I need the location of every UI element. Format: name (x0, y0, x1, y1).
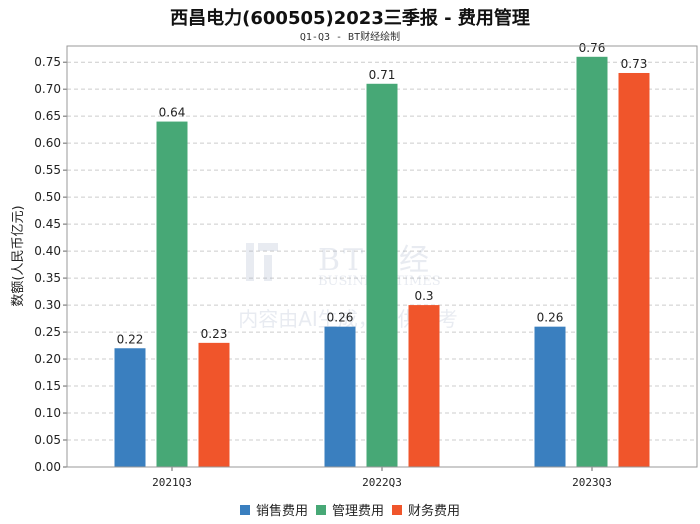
legend-label: 销售费用 (255, 504, 308, 519)
watermark-logo (246, 243, 278, 281)
legend-label: 管理费用 (331, 504, 384, 519)
bars (114, 56, 650, 468)
legend-swatch (315, 504, 326, 515)
x-axis: 2021Q3 2022Q3 2023Q3 (152, 467, 612, 489)
x-tick-label: 2023Q3 (572, 476, 612, 489)
bar (408, 305, 440, 467)
y-tick-label: 0.55 (34, 163, 61, 177)
data-labels: 0.22 0.64 0.23 0.26 0.71 0.3 0.26 0.76 0.73 (117, 41, 648, 346)
bar (324, 326, 356, 467)
data-label: 0.73 (621, 57, 648, 71)
bar (114, 348, 146, 467)
y-tick-label: 0.15 (34, 379, 61, 393)
data-label: 0.76 (579, 41, 606, 55)
data-label: 0.3 (414, 289, 433, 303)
legend: 销售费用 管理费用 财务费用 (0, 500, 700, 519)
chart-subtitle: Q1-Q3 - BT财经绘制 (299, 32, 401, 43)
plot-frame (66, 45, 698, 468)
legend-swatch (239, 504, 250, 515)
y-tick-label: 0.05 (34, 433, 61, 447)
bar (534, 326, 566, 467)
legend-swatch (392, 504, 402, 515)
bar (366, 83, 398, 468)
chart-title: 西昌电力(600505)2023三季报 - 费用管理 (170, 8, 530, 29)
y-tick-label: 0.75 (34, 55, 61, 69)
y-tick-label: 0.00 (34, 460, 61, 474)
data-label: 0.23 (201, 327, 228, 341)
x-tick-label: 2022Q3 (362, 476, 402, 489)
y-axis-label: 数额(人民币亿元) (11, 205, 26, 306)
y-tick-label: 0.10 (34, 406, 61, 420)
y-axis: 0.00 0.05 0.10 0.15 0.20 0.25 0.30 0.35 0.40 0.45… (34, 55, 67, 474)
y-tick-label: 0.30 (34, 298, 61, 312)
x-tick-label: 2021Q3 (152, 476, 192, 489)
legend-item: 财务费用 (392, 500, 460, 519)
y-tick-label: 0.40 (34, 244, 61, 258)
data-label: 0.71 (369, 68, 396, 82)
y-tick-label: 0.45 (34, 217, 61, 231)
bar (576, 56, 608, 468)
bar (198, 342, 230, 467)
watermark-logo-mark (246, 243, 254, 281)
y-tick-label: 0.60 (34, 136, 61, 150)
y-tick-label: 0.25 (34, 325, 61, 339)
data-label: 0.64 (159, 106, 186, 120)
data-label: 0.26 (327, 311, 354, 325)
watermark-logo-mark (258, 243, 278, 251)
bar (156, 121, 188, 468)
y-tick-label: 0.50 (34, 190, 61, 204)
legend-item: 销售费用 (239, 500, 308, 519)
legend-label: 财务费用 (408, 504, 461, 519)
y-tick-label: 0.65 (34, 109, 61, 123)
y-tick-label: 0.35 (34, 271, 61, 285)
y-tick-label: 0.70 (34, 82, 61, 96)
data-label: 0.22 (117, 332, 144, 346)
legend-item: 管理费用 (315, 500, 384, 519)
y-tick-label: 0.20 (34, 352, 61, 366)
watermark-logo-mark (264, 255, 272, 281)
bar (618, 72, 650, 467)
data-label: 0.26 (537, 311, 564, 325)
